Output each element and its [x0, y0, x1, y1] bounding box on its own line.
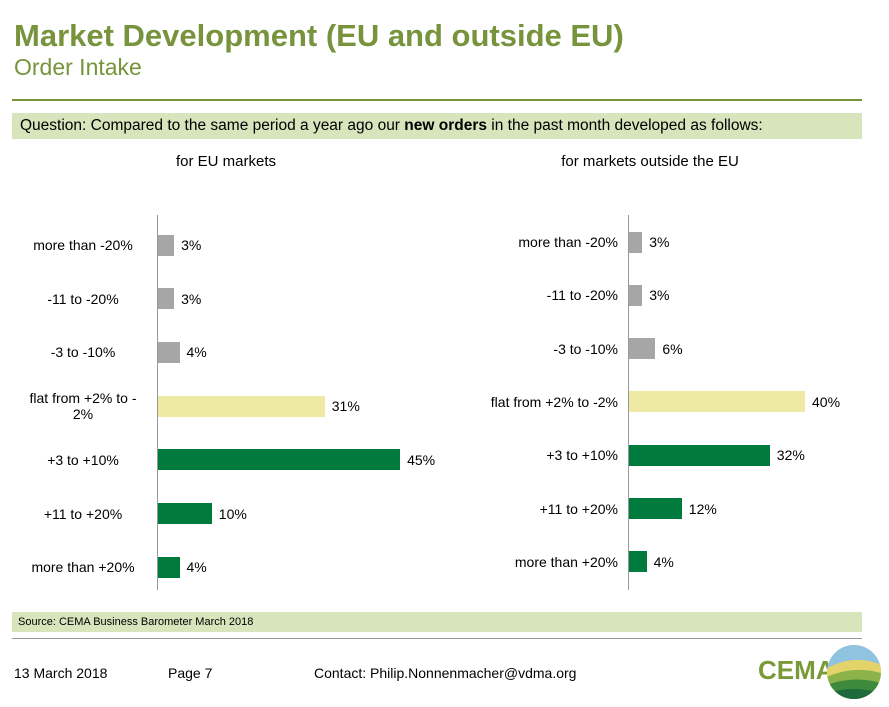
bar	[158, 234, 175, 256]
question-text: in the past month developed as follows:	[486, 117, 763, 134]
value-label: 10%	[218, 505, 247, 522]
axis-line	[157, 215, 158, 590]
category-text: -3 to -10%	[50, 344, 116, 361]
category-label: more than +20%	[490, 540, 618, 584]
category-label: -3 to -10%	[19, 330, 147, 374]
bar	[158, 503, 212, 524]
value-label: 3%	[181, 237, 202, 253]
bar	[158, 288, 175, 310]
bar	[158, 395, 325, 417]
category-text: flat from +2% to -2%	[490, 393, 618, 410]
value-label: 4%	[186, 559, 207, 576]
axis-line	[628, 215, 629, 590]
category-text: -11 to -20%	[47, 290, 119, 307]
category-text: more than -20%	[518, 234, 618, 250]
value-label: 31%	[331, 398, 360, 415]
category-label: more than -20%	[490, 220, 618, 264]
logo-text: CEMA	[758, 655, 835, 685]
category-label: +11 to +20%	[490, 487, 618, 531]
category-text: more than +20%	[514, 553, 618, 570]
bar	[158, 556, 180, 578]
bar	[629, 551, 647, 573]
footer-contact: Contact: Philip.Nonnenmacher@vdma.org	[314, 665, 577, 681]
category-text: more than +20%	[31, 559, 135, 576]
rule	[12, 638, 862, 639]
footer-date: 13 March 2018	[14, 665, 108, 681]
value-label: 6%	[662, 340, 683, 357]
category-text: -3 to -10%	[553, 340, 618, 357]
category-label: -3 to -10%	[490, 327, 618, 371]
question-bold: new orders	[404, 117, 487, 134]
value-label: 40%	[812, 393, 841, 410]
category-label: +3 to +10%	[490, 433, 618, 477]
category-text: +11 to +20%	[43, 505, 123, 522]
value-label: 3%	[181, 290, 202, 307]
chart-title: for EU markets	[175, 153, 277, 170]
value-label: 3%	[649, 234, 670, 250]
bar	[158, 449, 401, 471]
category-label: +11 to +20%	[19, 492, 147, 536]
category-text: +11 to +20%	[539, 500, 618, 517]
category-label: more than +20%	[19, 545, 147, 589]
category-text: more than -20%	[33, 237, 133, 253]
bar	[629, 338, 656, 360]
category-text: +3 to +10%	[546, 447, 618, 464]
bar	[629, 231, 643, 253]
category-label: -11 to -20%	[19, 277, 147, 321]
value-label: 12%	[688, 500, 717, 517]
bar	[158, 341, 180, 363]
rule	[12, 99, 862, 101]
logo-mark	[827, 645, 881, 699]
category-text: flat from +2% to - 2%	[29, 390, 137, 423]
category-label: -11 to -20%	[490, 273, 618, 317]
bar	[629, 284, 643, 306]
question: Question: Compared to the same period a …	[12, 113, 862, 139]
bar	[629, 444, 770, 466]
category-label: flat from +2% to -2%	[490, 380, 618, 424]
category-label: flat from +2% to - 2%	[19, 384, 147, 428]
value-label: 45%	[407, 451, 436, 468]
category-label: more than -20%	[19, 223, 147, 267]
bar	[629, 498, 682, 519]
question-text: Question: Compared to the same period a …	[20, 117, 405, 134]
value-label: 32%	[776, 447, 805, 464]
source: Source: CEMA Business Barometer March 20…	[12, 612, 862, 632]
value-label: 4%	[653, 553, 674, 570]
bar	[629, 391, 805, 413]
value-label: 3%	[649, 287, 670, 304]
value-label: 4%	[186, 344, 207, 361]
slide-subtitle: Order Intake	[14, 54, 142, 80]
category-text: +3 to +10%	[47, 451, 119, 468]
category-label: +3 to +10%	[19, 438, 147, 482]
chart-title: for markets outside the EU	[561, 153, 739, 170]
slide-title: Market Development (EU and outside EU)	[14, 18, 624, 53]
category-text: -11 to -20%	[546, 287, 618, 304]
footer-page: Page 7	[168, 665, 213, 681]
